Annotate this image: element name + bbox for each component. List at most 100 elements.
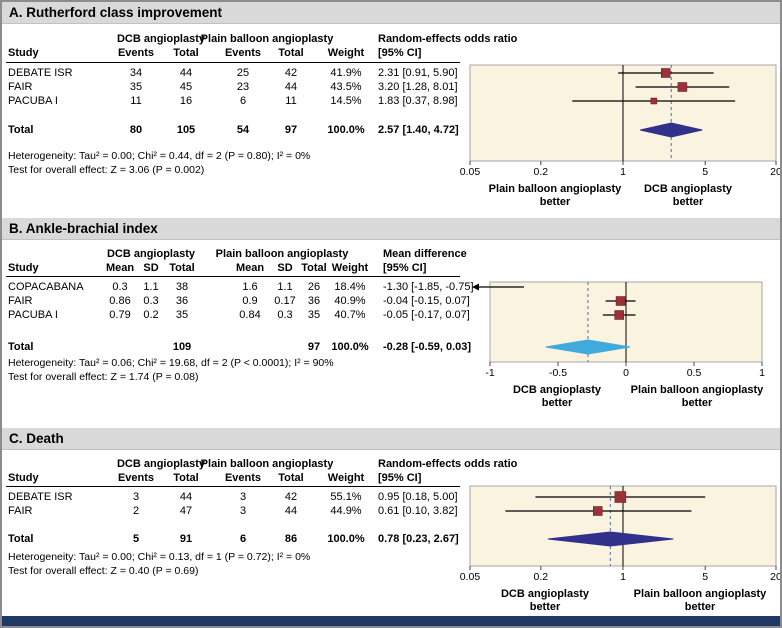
total-cell: 5: [132, 533, 140, 545]
effect-estimate: -1.30 [-1.85, -0.75]: [383, 281, 474, 293]
table-cell: 3: [239, 505, 247, 517]
axis-tick-label: 1: [620, 571, 626, 583]
right-direction-label: better: [673, 196, 704, 208]
total-cell: 86: [284, 533, 298, 545]
table-cell: 0.9: [242, 295, 258, 307]
effect-column-header: Random-effects odds ratio: [378, 458, 518, 470]
panel-c-heterogeneity-text: Heterogeneity: Tau² = 0.00; Chi² = 0.13,…: [8, 551, 311, 563]
column-group-header: Plain balloon angioplasty: [200, 33, 334, 45]
total-cell: 97: [307, 341, 321, 353]
axis-tick-label: 20: [770, 571, 782, 583]
table-cell: 2: [132, 505, 140, 517]
table-cell: 0.84: [239, 309, 261, 321]
table-cell: 35: [175, 309, 189, 321]
axis-tick-label: 20: [770, 166, 782, 178]
axis-tick-label: 0.05: [460, 166, 481, 178]
column-header: SD: [277, 262, 293, 274]
table-cell: 11: [285, 95, 297, 107]
effect-estimate: 3.20 [1.28, 8.01]: [378, 81, 458, 93]
table-cell: 0.3: [112, 281, 128, 293]
table-cell: 0.3: [277, 309, 293, 321]
study-weight-marker: [650, 97, 658, 105]
total-row-label: Total: [8, 533, 34, 545]
total-effect-estimate: -0.28 [-0.59, 0.03]: [383, 341, 472, 353]
table-cell: 35: [129, 81, 143, 93]
right-direction-label: Plain balloon angioplasty: [634, 588, 768, 600]
column-group-header: DCB angioplasty: [116, 458, 206, 470]
study-column-header: Study: [8, 472, 39, 484]
total-cell: 80: [129, 124, 143, 136]
table-cell: 14.5%: [330, 95, 362, 107]
left-direction-label: better: [542, 397, 573, 409]
table-cell: 16: [179, 95, 193, 107]
table-cell: 35: [307, 309, 321, 321]
table-cell: 44.9%: [330, 505, 362, 517]
axis-tick-label: 0.2: [533, 571, 548, 583]
table-header-rule: [6, 276, 460, 277]
table-cell: 38: [175, 281, 189, 293]
pooled-diamond: [547, 531, 674, 547]
column-header: Weight: [327, 47, 365, 59]
table-header-rule: [6, 62, 460, 63]
panel-b-heterogeneity-text: Heterogeneity: Tau² = 0.06; Chi² = 19.68…: [8, 357, 334, 369]
table-cell: 42: [284, 491, 298, 503]
effect-estimate: -0.04 [-0.15, 0.07]: [383, 295, 470, 307]
effect-ci-subheader: [95% CI]: [378, 47, 422, 59]
table-cell: 25: [236, 67, 250, 79]
total-cell: 91: [179, 533, 193, 545]
table-cell: 40.7%: [334, 309, 366, 321]
total-cell: 97: [284, 124, 298, 136]
table-cell: 3: [132, 491, 140, 503]
table-cell: 1.1: [143, 281, 159, 293]
study-weight-marker: [593, 506, 603, 516]
study-weight-marker: [614, 491, 627, 503]
study-name: PACUBA I: [8, 95, 58, 107]
table-cell: 1.6: [242, 281, 258, 293]
total-effect-estimate: 2.57 [1.40, 4.72]: [378, 124, 459, 136]
table-cell: 3: [239, 491, 247, 503]
table-cell: 0.86: [109, 295, 131, 307]
pooled-diamond: [545, 339, 631, 355]
table-cell: 0.17: [274, 295, 296, 307]
right-direction-label: better: [682, 397, 713, 409]
column-header: SD: [143, 262, 159, 274]
table-cell: 36: [307, 295, 321, 307]
panel-b-overall-test-text: Test for overall effect: Z = 1.74 (P = 0…: [8, 371, 199, 383]
study-weight-marker: [677, 82, 688, 92]
table-cell: 41.9%: [330, 67, 362, 79]
bottom-accent-bar: [2, 616, 780, 626]
axis-tick-label: 0.05: [460, 571, 481, 583]
table-cell: 42: [284, 67, 298, 79]
axis-tick-label: 5: [702, 166, 708, 178]
table-cell: 34: [129, 67, 143, 79]
table-cell: 23: [236, 81, 250, 93]
axis-tick-label: 1: [620, 166, 626, 178]
total-cell: 100.0%: [327, 124, 365, 136]
column-group-header: DCB angioplasty: [116, 33, 206, 45]
study-column-header: Study: [8, 47, 39, 59]
column-header: Total: [169, 262, 195, 274]
effect-column-header: Mean difference: [383, 248, 467, 260]
panel-b-title: B. Ankle-brachial index: [2, 218, 780, 240]
pooled-diamond: [640, 122, 703, 138]
total-cell: 54: [236, 124, 250, 136]
panel-c-overall-test-text: Test for overall effect: Z = 0.40 (P = 0…: [8, 565, 199, 577]
total-row-label: Total: [8, 341, 34, 353]
ci-offscale-arrow-left: [472, 283, 479, 291]
table-cell: 44: [284, 505, 298, 517]
effect-estimate: 2.31 [0.91, 5.90]: [378, 67, 458, 79]
panel-a-overall-test-text: Test for overall effect: Z = 3.06 (P = 0…: [8, 164, 205, 176]
panel-a-heterogeneity-text: Heterogeneity: Tau² = 0.00; Chi² = 0.44,…: [8, 150, 311, 162]
left-direction-label: DCB angioplasty: [513, 384, 602, 396]
panel-a-title: A. Rutherford class improvement: [2, 2, 780, 24]
column-header: Weight: [327, 472, 365, 484]
table-cell: 55.1%: [330, 491, 362, 503]
table-cell: 36: [175, 295, 189, 307]
effect-estimate: 0.61 [0.10, 3.82]: [378, 505, 458, 517]
total-cell: 100.0%: [327, 533, 365, 545]
column-header: Total: [173, 472, 199, 484]
axis-tick-label: -0.5: [549, 367, 567, 379]
